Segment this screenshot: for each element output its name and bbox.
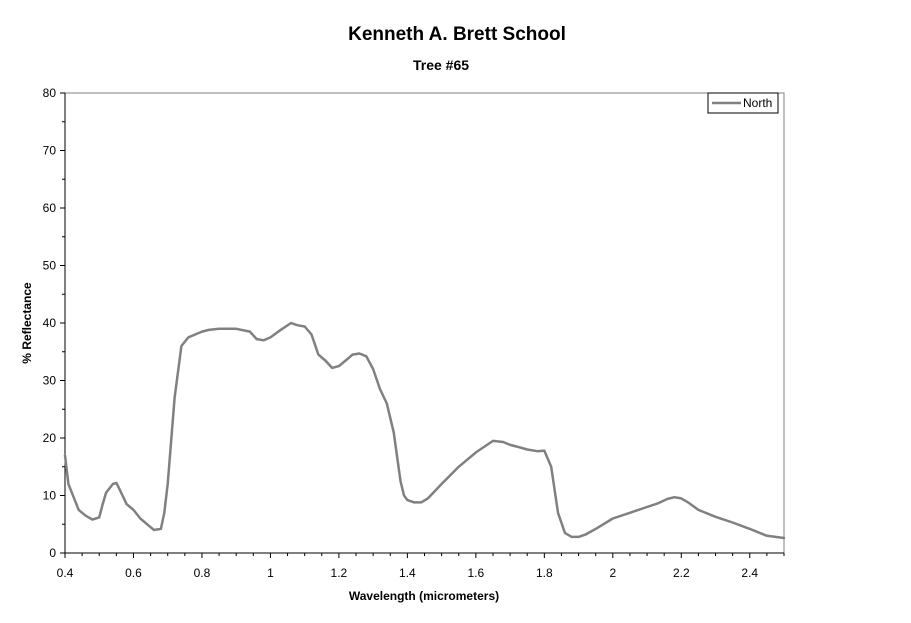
x-tick-label: 1: [267, 566, 274, 580]
y-tick-label: 0: [49, 546, 56, 560]
y-axis-title: % Reflectance: [20, 282, 34, 364]
x-tick-label: 1.2: [331, 566, 348, 580]
x-tick-label: 1.4: [399, 566, 416, 580]
chart-subtitle: Tree #65: [413, 57, 469, 73]
y-tick-label: 50: [43, 259, 57, 273]
x-tick-label: 0.4: [57, 566, 74, 580]
plot-area: [64, 92, 785, 554]
x-axis-title: Wavelength (micrometers): [349, 589, 499, 603]
legend-label-north: North: [743, 96, 772, 110]
x-tick-label: 1.8: [536, 566, 553, 580]
x-tick-label: 2.2: [673, 566, 690, 580]
legend-box: [707, 92, 779, 114]
legend: North: [707, 92, 779, 114]
x-axis-ticks: 0.4 0.6 0.8 1 1.2 1.4 1.6 1.8 2 2.2 2.4: [57, 553, 785, 580]
y-tick-label: 40: [43, 316, 57, 330]
x-tick-label: 2: [609, 566, 616, 580]
y-tick-label: 20: [43, 431, 57, 445]
y-tick-label: 70: [43, 144, 57, 158]
x-tick-label: 1.6: [468, 566, 485, 580]
x-tick-label: 2.4: [741, 566, 758, 580]
series-line-north: [63, 321, 786, 540]
chart-title: Kenneth A. Brett School: [348, 24, 566, 45]
y-tick-label: 80: [43, 86, 57, 100]
y-tick-label: 30: [43, 374, 57, 388]
y-axis-ticks: 0 10 20 30 40 50 60 70 80: [43, 86, 65, 560]
x-tick-label: 0.8: [194, 566, 211, 580]
y-tick-label: 10: [43, 489, 57, 503]
x-tick-label: 0.6: [125, 566, 142, 580]
y-tick-label: 60: [43, 201, 57, 215]
